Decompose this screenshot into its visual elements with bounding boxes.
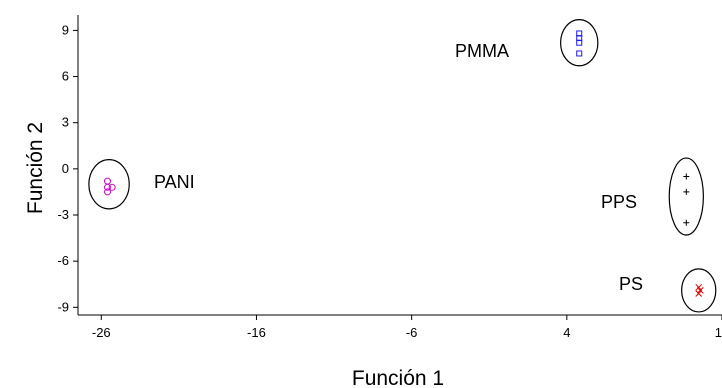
group-label-pani: PANI	[154, 172, 195, 192]
group-label-ps: PS	[619, 274, 643, 294]
x-tick-label: -6	[406, 325, 418, 340]
data-point	[103, 177, 111, 185]
y-tick-label: -9	[57, 299, 69, 314]
group-pani	[88, 159, 130, 210]
x-tick-label: -16	[247, 325, 266, 340]
x-tick-label: -26	[92, 325, 111, 340]
group-pmma	[560, 19, 599, 67]
data-point	[103, 188, 111, 196]
data-point	[103, 183, 111, 191]
data-point	[683, 173, 690, 180]
y-tick-label: 9	[62, 22, 69, 37]
y-tick-label: -6	[57, 253, 69, 268]
group-ellipse-pani	[88, 159, 130, 210]
y-tick-label: -3	[57, 207, 69, 222]
group-label-pps: PPS	[601, 192, 637, 212]
data-point	[108, 183, 116, 191]
x-axis-title: Función 1	[352, 367, 444, 388]
data-point	[576, 50, 583, 57]
data-point	[683, 219, 690, 226]
y-tick-label: 6	[62, 69, 69, 84]
group-label-pmma: PMMA	[455, 41, 509, 61]
group-ps	[681, 268, 717, 313]
group-labels: PMMA PANI PPS PS	[154, 41, 643, 294]
data-point	[576, 35, 583, 42]
group-ellipse-pps	[668, 157, 704, 236]
y-axis-title: Función 2	[24, 122, 47, 214]
x-tick-label: 4	[563, 325, 570, 340]
data-point	[696, 287, 704, 294]
group-ellipse-ps	[681, 268, 717, 313]
group-ellipse-pmma	[560, 19, 599, 67]
group-pps	[668, 157, 704, 236]
data-point	[683, 188, 690, 195]
y-tick-label: 3	[62, 115, 69, 130]
x-tick-label: 14	[715, 325, 722, 340]
y-tick-label: 0	[62, 161, 69, 176]
